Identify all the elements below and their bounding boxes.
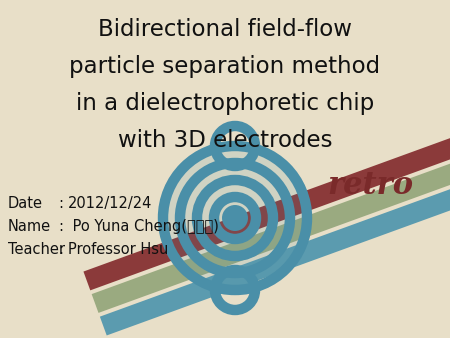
Text: Teacher: Teacher	[8, 242, 65, 257]
Text: :: :	[58, 196, 63, 211]
Text: :: :	[58, 219, 63, 234]
Text: :: :	[58, 242, 63, 257]
Text: 2012/12/24: 2012/12/24	[68, 196, 153, 211]
Bar	[92, 123, 450, 313]
Text: with 3D electrodes: with 3D electrodes	[118, 129, 332, 152]
Text: Name: Name	[8, 219, 51, 234]
Circle shape	[222, 205, 248, 231]
Text: retro: retro	[327, 169, 413, 200]
Text: Date: Date	[8, 196, 43, 211]
Text: in a dielectrophoretic chip: in a dielectrophoretic chip	[76, 92, 374, 115]
Text: particle separation method: particle separation method	[69, 55, 381, 78]
Text: Bidirectional field-flow: Bidirectional field-flow	[98, 18, 352, 41]
Bar	[100, 146, 450, 335]
Text: Po Yuna Cheng(鄧博元): Po Yuna Cheng(鄧博元)	[68, 219, 219, 234]
Bar	[83, 100, 450, 290]
Text: Professor Hsu: Professor Hsu	[68, 242, 168, 257]
Circle shape	[158, 141, 312, 295]
